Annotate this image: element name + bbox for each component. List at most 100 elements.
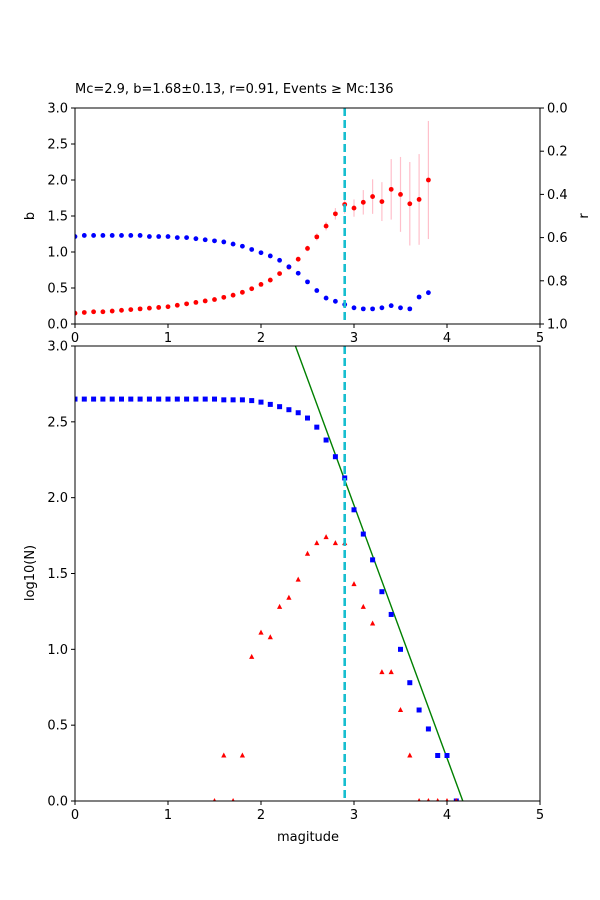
data-point	[323, 534, 329, 540]
y-tick-label: 1.0	[47, 643, 68, 658]
y-tick-label: 3.0	[47, 102, 68, 117]
data-point	[212, 297, 217, 302]
data-point	[407, 680, 413, 686]
data-point	[156, 305, 162, 310]
y-tick-label: 2.5	[47, 415, 68, 430]
data-point	[184, 235, 190, 241]
data-point	[174, 235, 180, 241]
data-point	[360, 603, 366, 609]
data-point	[295, 256, 301, 262]
data-point	[388, 186, 394, 192]
data-point	[314, 424, 320, 430]
y2-tick-label: 0.6	[547, 231, 568, 246]
x-tick-label: 4	[443, 331, 451, 346]
data-point	[360, 306, 366, 312]
x-tick-label: 1	[164, 331, 172, 346]
y-tick-label: 0.5	[47, 719, 68, 734]
data-point	[184, 301, 190, 307]
data-point	[351, 205, 357, 211]
bottom-plot-area: 0 1 2 3 4 5 0.0 0.5 1.0 1.5 2.0 2.5 3.0	[47, 340, 544, 824]
data-point	[249, 653, 255, 659]
data-point	[212, 798, 217, 801]
data-point	[398, 646, 403, 652]
data-point	[295, 410, 301, 416]
y2-tick-label: 0.2	[547, 145, 568, 160]
data-point	[91, 396, 97, 402]
y-tick-label: 1.0	[47, 246, 68, 261]
data-point	[156, 396, 162, 402]
data-point	[426, 290, 431, 296]
data-point	[277, 271, 282, 276]
data-point	[75, 396, 78, 402]
data-point	[165, 396, 171, 402]
data-point	[379, 305, 385, 311]
data-point	[147, 234, 152, 239]
data-point	[100, 309, 106, 315]
data-point	[305, 279, 310, 285]
data-point	[370, 557, 376, 563]
data-point	[454, 798, 458, 801]
data-point	[165, 234, 171, 239]
data-point	[193, 236, 199, 242]
data-point	[109, 233, 115, 238]
data-point	[137, 396, 143, 402]
y2-tick-label: 1.0	[547, 318, 568, 333]
data-point	[240, 243, 245, 249]
data-point	[314, 288, 320, 293]
y-tick-label: 2.0	[47, 174, 68, 189]
data-point	[128, 233, 134, 238]
y-tick-label: 1.5	[47, 210, 68, 225]
data-point	[351, 305, 357, 311]
top-panel-title: Mc=2.9, b=1.68±0.13, r=0.91, Events ≥ Mc…	[75, 82, 394, 97]
data-point	[81, 310, 87, 315]
top-y-axis-label: b	[23, 212, 38, 220]
data-point	[333, 298, 338, 304]
y-tick-label: 2.5	[47, 138, 68, 153]
data-point	[258, 250, 264, 256]
data-point	[398, 192, 403, 197]
data-point	[221, 752, 227, 758]
data-point	[342, 475, 348, 481]
data-point	[91, 233, 96, 238]
data-point	[109, 396, 115, 402]
data-point	[249, 398, 255, 404]
data-point	[109, 308, 115, 314]
data-point	[81, 233, 87, 238]
data-point	[267, 401, 273, 407]
data-point	[323, 437, 329, 443]
x-tick-label: 0	[71, 331, 79, 346]
data-point	[147, 305, 152, 311]
data-point	[351, 507, 357, 513]
data-point	[128, 307, 134, 312]
data-point	[370, 306, 375, 312]
data-point	[360, 199, 366, 205]
data-point	[305, 415, 310, 421]
plot-marks	[75, 120, 431, 316]
data-point	[388, 669, 394, 675]
data-point	[240, 289, 245, 295]
data-point	[416, 707, 422, 713]
y2-tick-label: 0.4	[547, 188, 568, 203]
data-point	[221, 397, 227, 403]
data-point	[379, 199, 385, 205]
data-point	[231, 798, 235, 801]
data-point	[230, 241, 236, 247]
data-point	[221, 239, 227, 245]
data-point	[100, 396, 106, 402]
frequency-magnitude-panel: magitude log10(N) 0 1 2 3 4 5 0.0 0.5 1.0 1.5 2.0 2…	[23, 340, 544, 846]
data-point	[258, 629, 264, 635]
top-plot-area: 0 1 2 3 4 5 0.0 0.5 1.0 1.5 2.0 2.5 3.0 0.0 0.2 0.4 0.6 0…	[47, 102, 567, 347]
data-point	[193, 300, 199, 305]
data-point	[277, 404, 283, 410]
data-point	[202, 396, 208, 402]
b-value-panel: Mc=2.9, b=1.68±0.13, r=0.91, Events ≥ Mc…	[23, 82, 592, 346]
data-point	[146, 396, 152, 402]
x-tick-label: 3	[350, 808, 358, 823]
data-point	[388, 611, 394, 617]
data-point	[286, 594, 292, 600]
data-point	[295, 576, 301, 582]
x-tick-label: 5	[536, 331, 544, 346]
data-point	[426, 798, 430, 801]
data-point	[436, 798, 440, 801]
data-point	[212, 396, 217, 402]
